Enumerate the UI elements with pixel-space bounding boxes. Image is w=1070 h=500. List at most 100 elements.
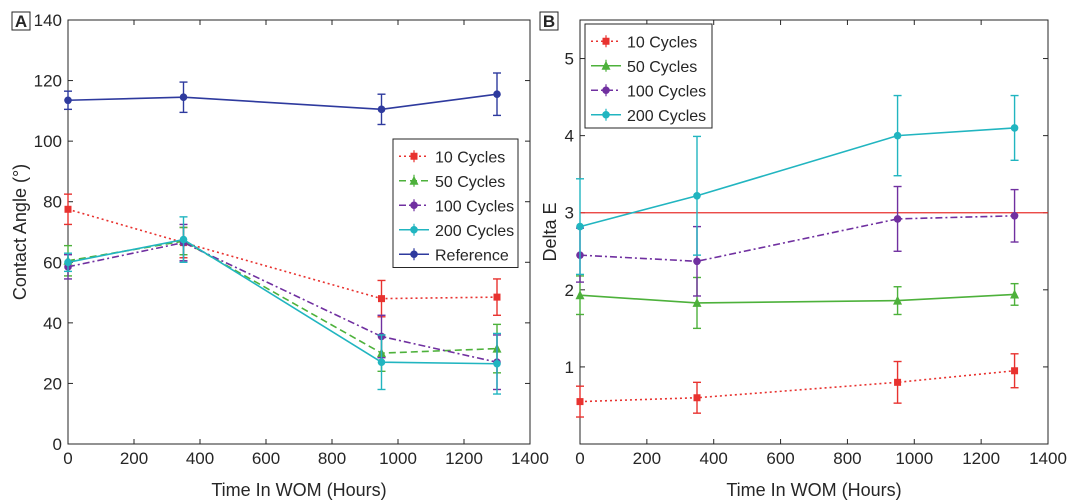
legend-swatch-marker: [410, 250, 418, 259]
x-axis-label: Time In WOM (Hours): [726, 480, 901, 500]
data-point: [1011, 367, 1019, 375]
x-tick-label: 1000: [379, 449, 417, 468]
series-10-cycles: [576, 353, 1019, 418]
x-tick-label: 600: [252, 449, 280, 468]
x-tick-label: 1200: [962, 449, 1000, 468]
legend: 10 Cycles 50 Cycles 100 Cycles 200 Cycles: [584, 23, 713, 129]
data-point: [493, 293, 501, 301]
x-tick-label: 400: [186, 449, 214, 468]
data-point: [377, 358, 386, 367]
legend-label-200-cycles: 200 Cycles: [435, 223, 514, 240]
x-tick-label: 0: [63, 449, 72, 468]
legend-label-200-cycles: 200 Cycles: [627, 108, 706, 125]
legend-label-100-cycles: 100 Cycles: [435, 198, 514, 215]
data-point: [692, 297, 702, 307]
data-point: [64, 96, 72, 105]
x-tick-label: 800: [318, 449, 346, 468]
data-point: [378, 295, 385, 303]
data-point: [576, 398, 584, 406]
x-tick-label: 1000: [895, 449, 933, 468]
series-200-cycles: [64, 216, 501, 395]
x-tick-label: 1400: [1029, 449, 1067, 468]
panel-tag-box: [11, 11, 31, 31]
series-line: [579, 293, 1015, 304]
data-point: [693, 257, 701, 266]
x-tick-label: 0: [575, 449, 584, 468]
data-point: [893, 295, 903, 305]
legend-label-100-cycles: 100 Cycles: [627, 83, 706, 100]
data-point: [893, 215, 902, 223]
data-point: [179, 93, 188, 102]
series-line: [67, 238, 498, 365]
y-tick-label: 4: [565, 127, 574, 146]
panel-tag-box: [539, 11, 559, 31]
y-tick-label: 140: [34, 11, 62, 30]
y-tick-label: 3: [565, 204, 574, 223]
data-point: [576, 222, 584, 231]
x-tick-label: 200: [633, 449, 661, 468]
y-tick-label: 40: [43, 314, 62, 333]
legend-swatch-marker: [409, 175, 419, 185]
x-tick-label: 1400: [511, 449, 549, 468]
y-axis-label: Delta E: [540, 202, 560, 261]
data-point: [693, 394, 701, 402]
data-point: [894, 378, 902, 386]
data-point: [1010, 289, 1020, 299]
legend: 10 Cycles 50 Cycles 100 Cycles 200 Cycles Re…: [392, 138, 519, 268]
data-point: [1010, 212, 1019, 220]
data-point: [575, 290, 585, 300]
legend-label-50-cycles: 50 Cycles: [435, 174, 505, 191]
panel-tag-label: A: [15, 12, 27, 31]
panel-a: 0 200 400 600 800 1000 1200 1400 0 20 40 60 80 100 120…: [10, 11, 549, 500]
legend-swatch-marker: [601, 60, 611, 70]
y-tick-label: 120: [34, 72, 62, 91]
panel-tag: B: [539, 11, 559, 31]
y-tick-label: 0: [53, 435, 62, 454]
y-tick-label: 2: [565, 281, 574, 300]
data-point: [493, 359, 501, 368]
data-point: [377, 105, 386, 114]
legend-label-50-cycles: 50 Cycles: [627, 59, 697, 76]
legend-label-10-cycles: 10 Cycles: [627, 34, 697, 51]
data-point: [693, 191, 701, 200]
y-tick-label: 100: [34, 132, 62, 151]
series-reference: [64, 72, 501, 126]
x-tick-label: 800: [833, 449, 861, 468]
series-50-cycles: [575, 275, 1020, 330]
legend-swatch-marker: [410, 225, 418, 234]
legend-swatch-marker: [602, 37, 610, 45]
series-line: [67, 241, 498, 364]
legend-swatch-marker: [602, 110, 610, 119]
series-line: [67, 208, 498, 300]
y-tick-label: 80: [43, 193, 62, 212]
data-point: [1010, 124, 1019, 132]
legend-label-reference: Reference: [435, 247, 509, 264]
series-line: [579, 127, 1015, 228]
x-tick-label: 1200: [445, 449, 483, 468]
panel-tag-label: B: [543, 12, 555, 31]
panel-tag: A: [11, 11, 31, 31]
data-point: [64, 205, 72, 213]
y-tick-label: 60: [43, 253, 62, 272]
y-tick-label: 1: [565, 358, 574, 377]
data-point: [179, 235, 188, 244]
y-tick-label: 20: [43, 374, 62, 393]
data-point: [893, 131, 902, 140]
legend-swatch-marker: [410, 201, 418, 210]
legend-swatch-marker: [602, 86, 610, 95]
legend-swatch-marker: [410, 152, 418, 160]
series-line: [67, 93, 498, 111]
data-point: [493, 90, 501, 98]
panel-b: 0 200 400 600 800 1000 1200 1400 1 2 3 4 5 Time In WO…: [539, 11, 1067, 500]
series-line: [579, 215, 1015, 263]
x-tick-label: 600: [766, 449, 794, 468]
y-axis-label: Contact Angle (°): [10, 164, 30, 300]
x-tick-label: 200: [120, 449, 148, 468]
x-axis-label: Time In WOM (Hours): [211, 480, 386, 500]
y-tick-label: 5: [565, 50, 574, 69]
series-200-cycles: [576, 94, 1019, 276]
legend-label-10-cycles: 10 Cycles: [435, 149, 505, 166]
x-tick-label: 400: [700, 449, 728, 468]
data-point: [64, 258, 72, 267]
